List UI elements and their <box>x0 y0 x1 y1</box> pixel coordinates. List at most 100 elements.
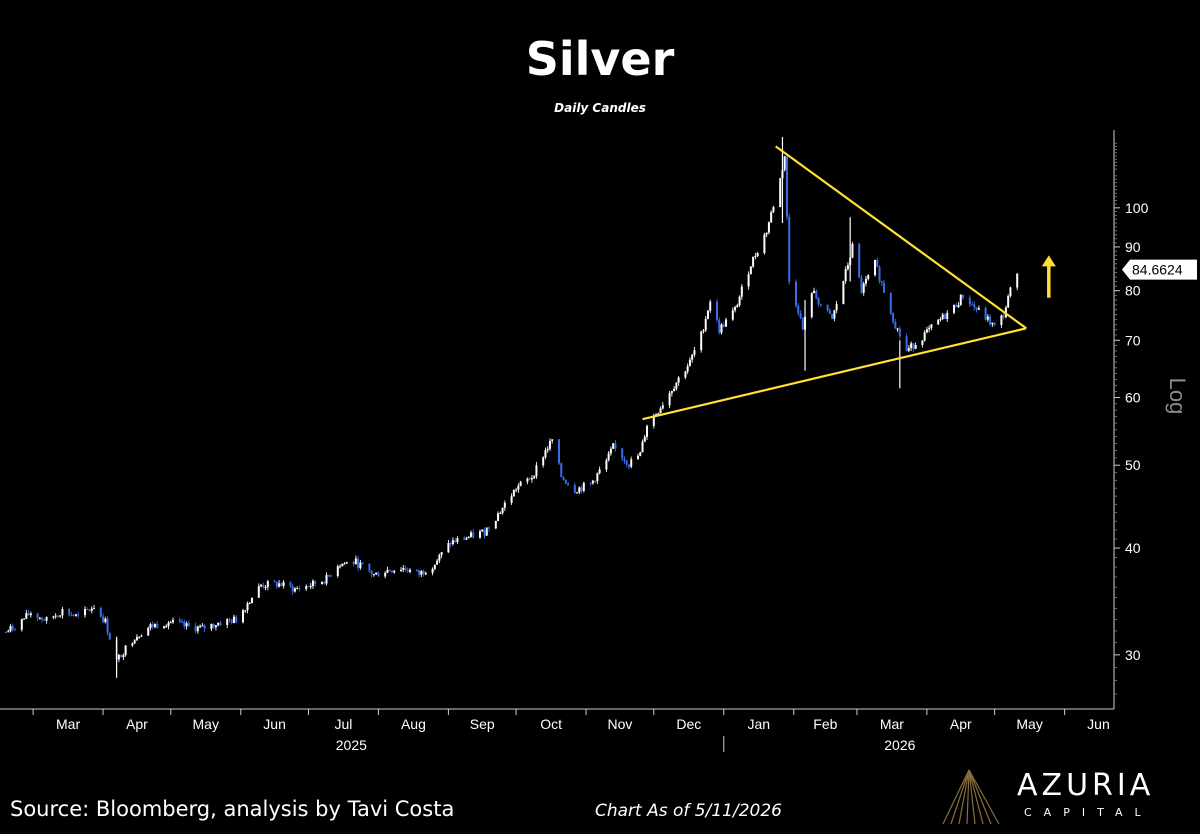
candle-body <box>991 322 994 325</box>
candle-body <box>325 575 328 584</box>
y-tick-label: 80 <box>1125 283 1141 299</box>
candle-body <box>925 329 928 333</box>
candle-body <box>436 560 439 565</box>
candle-body <box>959 294 962 305</box>
axes-group: 30 40 50 60 70 80 90 100 84.6624 Log Mar Apr May Jun J… <box>0 130 1197 753</box>
candle-body <box>867 275 870 279</box>
candle-body <box>594 480 597 482</box>
candle-body <box>41 617 44 620</box>
breakout-arrow-icon <box>1041 255 1056 267</box>
candle-body <box>810 293 813 317</box>
candle-body <box>788 216 791 282</box>
candle-body <box>953 304 955 313</box>
candle-body <box>937 319 940 325</box>
candle-body <box>772 207 775 213</box>
candle-body <box>605 460 608 470</box>
x-month-label: Oct <box>540 716 562 732</box>
candle-body <box>851 243 854 258</box>
source-note: Source: Bloomberg, analysis by Tavi Cost… <box>10 797 455 821</box>
candle-body <box>955 304 958 308</box>
candle-body <box>874 259 876 276</box>
candle-body <box>72 614 75 616</box>
candle-body <box>797 305 800 314</box>
candle-body <box>596 473 599 482</box>
candle-body <box>497 513 500 521</box>
candle-body <box>43 619 46 621</box>
candle-body <box>795 281 797 306</box>
candle-body <box>589 482 592 484</box>
candle-body <box>718 320 721 333</box>
candle-body <box>984 308 987 320</box>
candle-body <box>402 567 405 570</box>
candle-body <box>393 570 396 573</box>
candle-body <box>828 310 831 314</box>
candle-body <box>612 443 615 449</box>
candle-body <box>424 572 427 575</box>
candle-body <box>463 538 466 540</box>
candle-body <box>266 581 269 588</box>
candle-body <box>36 613 39 618</box>
candle-body <box>273 581 276 583</box>
candle-body <box>704 318 707 331</box>
candle-body <box>986 316 989 320</box>
candle-body <box>907 348 910 351</box>
y-tick-label: 30 <box>1125 647 1141 663</box>
candle-body <box>731 310 734 320</box>
candle-body <box>614 443 617 449</box>
candle-body <box>598 469 601 474</box>
candle-body <box>767 222 770 233</box>
candle-body <box>361 562 364 564</box>
candle-body <box>515 489 518 491</box>
candle-body <box>25 613 28 619</box>
candle-body <box>691 354 694 360</box>
candle-body <box>433 564 436 569</box>
candle-body <box>894 321 897 329</box>
candle-body <box>548 440 551 449</box>
candle-body <box>551 439 554 441</box>
candle-body <box>88 609 91 611</box>
candle-body <box>260 584 263 587</box>
candle-body <box>722 324 725 327</box>
x-month-label: Jun <box>263 716 286 732</box>
candle-body <box>321 582 323 584</box>
candle-body <box>752 256 755 267</box>
candle-body <box>770 212 773 223</box>
candle-body <box>641 441 644 453</box>
logo-subtitle: CAPITAL <box>1024 806 1153 819</box>
candle-body <box>756 252 759 257</box>
logo-name: AZURIA <box>1017 768 1155 803</box>
candle-body <box>765 232 768 235</box>
candle-body <box>546 448 549 451</box>
x-month-label: Dec <box>676 716 701 732</box>
candle-body <box>420 570 423 575</box>
candle-body <box>499 512 502 514</box>
candle-body <box>910 343 913 349</box>
candle-body <box>14 629 17 631</box>
candle-body <box>835 304 838 311</box>
candle-body <box>235 616 238 623</box>
candle-body <box>372 574 375 576</box>
upper-trendline <box>775 145 1027 330</box>
candle-body <box>309 586 312 588</box>
candle-body <box>375 572 378 575</box>
candle-body <box>946 312 949 319</box>
candle-body <box>201 625 204 627</box>
candle-body <box>582 482 585 491</box>
candle-body <box>591 480 594 484</box>
candle-body <box>307 586 310 588</box>
candle-body <box>404 567 407 571</box>
candle-body <box>779 178 782 208</box>
candle-body <box>345 562 348 564</box>
candle-body <box>677 377 680 383</box>
y-tick-label: 60 <box>1125 390 1141 406</box>
spikes-group <box>115 137 901 678</box>
candle-body <box>639 452 642 456</box>
candle-body <box>627 464 630 467</box>
candle-body <box>226 619 229 626</box>
candle-body <box>467 536 470 539</box>
candle-body <box>542 457 545 466</box>
candle-body <box>706 310 709 319</box>
candle-body <box>878 267 881 282</box>
candle-body <box>528 478 531 480</box>
